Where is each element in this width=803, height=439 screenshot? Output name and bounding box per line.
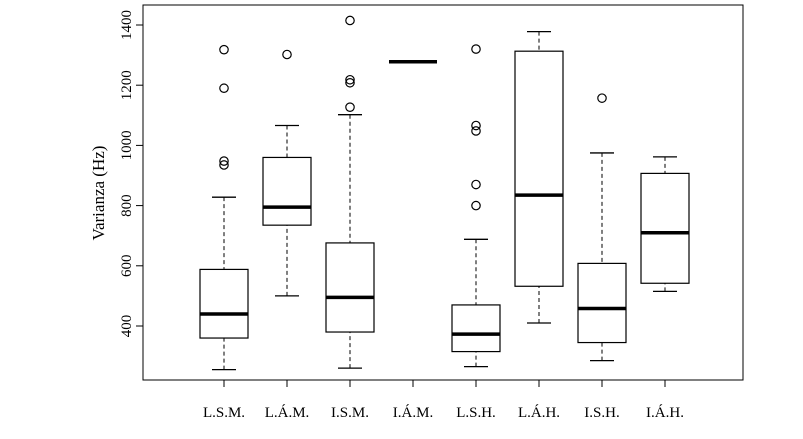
iqr-box (640, 172, 690, 284)
x-tick-label: I.Á.H. (646, 404, 684, 421)
outlier-point (219, 44, 229, 55)
boxes (199, 15, 690, 371)
iqr-box (325, 242, 375, 333)
iqr-box (577, 262, 627, 344)
x-tick-label: I.S.M. (331, 405, 369, 421)
x-tick-label: L.S.H. (456, 405, 496, 421)
outlier-point (471, 44, 481, 54)
y-tick-label: 1400 (119, 10, 135, 40)
x-tick-label: L.Á.H. (518, 404, 560, 421)
outlier-point (471, 120, 481, 131)
y-axis: 400 600 800 1000 1200 1400 (119, 10, 143, 337)
x-tick-label: L.S.M. (203, 405, 245, 421)
box-2 (262, 49, 312, 297)
outlier-point (282, 49, 292, 60)
box-1 (199, 44, 249, 371)
iqr-box (514, 50, 564, 287)
outlier-point (471, 126, 481, 136)
iqr-box (262, 156, 312, 226)
x-tick-label: I.Á.M. (393, 404, 433, 421)
outlier-point (219, 160, 229, 170)
outlier-point (345, 77, 355, 88)
y-tick-label: 600 (119, 255, 135, 278)
box-6 (514, 30, 564, 324)
outlier-point (345, 15, 355, 26)
x-tick-label: L.Á.M. (265, 404, 310, 421)
box-8 (640, 156, 690, 293)
outlier-point (471, 200, 481, 211)
y-tick-label: 800 (119, 194, 135, 217)
box-5 (451, 44, 501, 368)
y-tick-label: 1000 (119, 130, 135, 160)
x-tick-label: I.S.H. (584, 405, 619, 421)
outlier-point (471, 179, 481, 190)
outlier-point (597, 93, 607, 103)
y-tick-label: 400 (119, 315, 135, 338)
plot-frame (142, 4, 744, 381)
outlier-point (219, 83, 229, 94)
box-3 (325, 15, 375, 369)
box-7 (577, 93, 627, 362)
outlier-point (219, 156, 229, 166)
y-tick-label: 1200 (119, 70, 135, 100)
outlier-point (345, 74, 355, 85)
y-axis-label: Varianza (Hz) (89, 146, 108, 241)
iqr-box (199, 268, 249, 339)
x-axis: L.S.M. L.Á.M. I.S.M. I.Á.M. L.S.H. L.Á.H. I.S.… (203, 380, 684, 421)
iqr-box (451, 304, 501, 353)
outlier-point (345, 102, 355, 112)
